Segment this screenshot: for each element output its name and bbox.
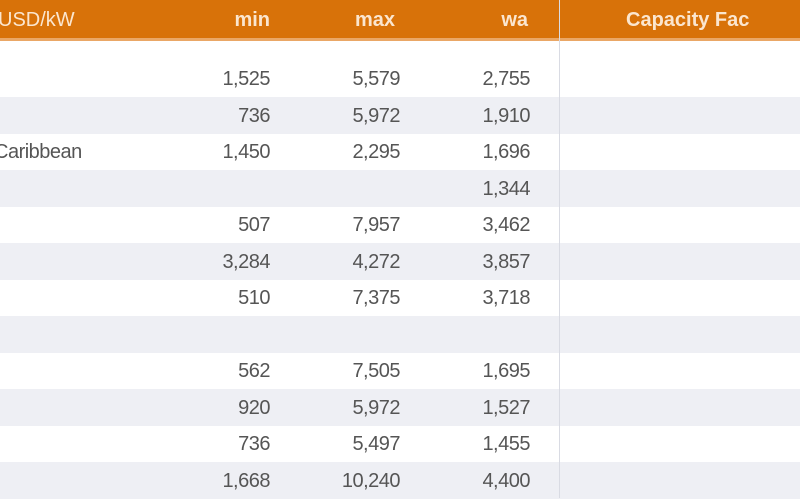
cell-min: 3,284 (222, 250, 270, 273)
table-row: 736 5,972 1,910 (0, 97, 800, 134)
cell-min: 562 (238, 360, 270, 382)
capacity-factor-header: Capacity Fac (626, 9, 750, 31)
cell-wa: 3,718 (482, 287, 530, 309)
cell-wa: 1,696 (482, 141, 530, 163)
table-row (0, 316, 800, 353)
cell-max: 5,497 (352, 433, 400, 455)
cell-min: 1,668 (222, 469, 270, 492)
cell-wa: 1,344 (482, 177, 530, 200)
table-row: 562 7,505 1,695 (0, 353, 800, 390)
wa-header: wa (501, 9, 528, 31)
cell-max: 5,972 (352, 396, 400, 419)
table-row: Caribbean 1,450 2,295 1,696 (0, 134, 800, 171)
cell-min: 736 (238, 104, 270, 127)
cell-min: 507 (238, 214, 270, 236)
cell-max: 5,579 (352, 68, 400, 90)
cell-max: 2,295 (352, 141, 400, 163)
max-header: max (354, 9, 395, 31)
cell-max: 10,240 (341, 469, 401, 492)
cell-wa: 3,857 (482, 250, 530, 273)
cell-wa: 4,400 (482, 469, 530, 492)
cell-wa: 3,462 (482, 214, 530, 236)
unit-header: USD/kW (0, 9, 75, 31)
table-row: 736 5,497 1,455 (0, 426, 800, 463)
table-row: 1,525 5,579 2,755 (0, 41, 800, 97)
cell-wa: 1,910 (482, 104, 530, 127)
table-header: USD/kW min max wa Capacity Fac (0, 0, 800, 41)
table-row: 1,344 (0, 170, 800, 207)
cell-wa: 1,455 (482, 433, 530, 455)
table-row: 3,284 4,272 3,857 (0, 243, 800, 280)
cell-wa: 1,695 (482, 360, 530, 382)
cell-max: 7,505 (352, 360, 400, 382)
table-row: 1,668 10,240 4,400 (0, 462, 800, 499)
column-divider (559, 0, 560, 498)
cell-wa: 1,527 (482, 396, 530, 419)
cell-max: 7,957 (352, 214, 400, 236)
cell-label: Caribbean (0, 141, 82, 163)
min-header: min (234, 9, 270, 31)
cell-min: 510 (238, 287, 270, 309)
cell-min: 1,450 (222, 141, 270, 163)
cell-max: 4,272 (352, 250, 400, 273)
cell-max: 5,972 (352, 104, 400, 127)
table-row: 510 7,375 3,718 (0, 280, 800, 317)
table-row: 920 5,972 1,527 (0, 389, 800, 426)
cell-min: 1,525 (222, 68, 270, 90)
cell-min: 736 (238, 433, 270, 455)
cell-max: 7,375 (352, 287, 400, 309)
table-row: 507 7,957 3,462 (0, 207, 800, 244)
cell-wa: 2,755 (482, 68, 530, 90)
cell-min: 920 (238, 396, 270, 419)
